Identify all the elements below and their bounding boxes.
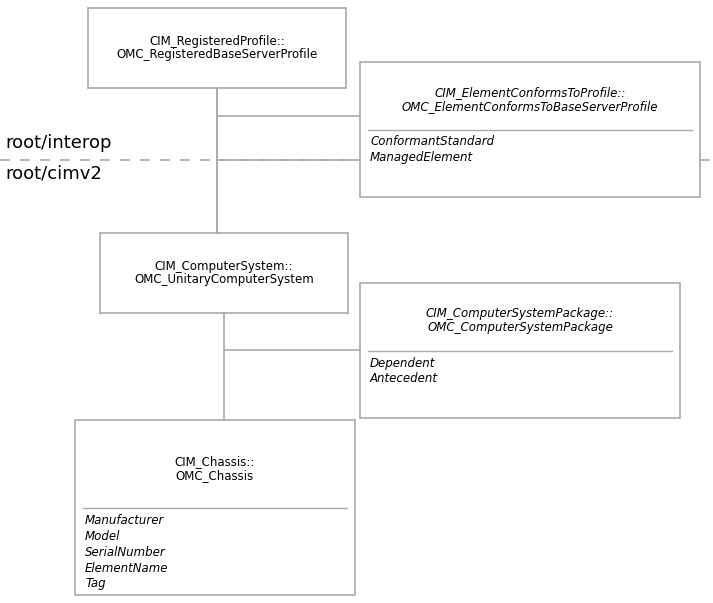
Text: ConformantStandard: ConformantStandard	[370, 136, 494, 148]
Text: Dependent: Dependent	[370, 356, 436, 370]
Text: OMC_ElementConformsToBaseServerProfile: OMC_ElementConformsToBaseServerProfile	[401, 100, 658, 113]
Text: CIM_ComputerSystemPackage::: CIM_ComputerSystemPackage::	[426, 308, 614, 320]
Text: CIM_RegisteredProfile::: CIM_RegisteredProfile::	[149, 35, 285, 48]
Text: ElementName: ElementName	[85, 561, 168, 575]
Text: OMC_ComputerSystemPackage: OMC_ComputerSystemPackage	[427, 321, 613, 334]
Text: CIM_ComputerSystem::: CIM_ComputerSystem::	[155, 260, 293, 273]
Text: CIM_Chassis::: CIM_Chassis::	[175, 455, 255, 469]
Text: Antecedent: Antecedent	[370, 373, 438, 385]
Text: ManagedElement: ManagedElement	[370, 151, 473, 165]
Bar	[360, 62, 700, 197]
Text: OMC_Chassis: OMC_Chassis	[176, 470, 254, 482]
Bar	[360, 283, 680, 418]
Text: OMC_RegisteredBaseServerProfile: OMC_RegisteredBaseServerProfile	[116, 48, 317, 61]
Text: OMC_UnitaryComputerSystem: OMC_UnitaryComputerSystem	[134, 273, 314, 286]
Text: Tag: Tag	[85, 578, 106, 590]
Bar	[88, 8, 346, 88]
Text: SerialNumber: SerialNumber	[85, 546, 165, 558]
Text: root/interop: root/interop	[5, 134, 111, 152]
Bar	[100, 233, 348, 313]
Bar	[75, 420, 355, 595]
Text: Manufacturer: Manufacturer	[85, 514, 165, 526]
Text: CIM_ElementConformsToProfile::: CIM_ElementConformsToProfile::	[434, 86, 626, 99]
Text: root/cimv2: root/cimv2	[5, 164, 102, 182]
Text: Model: Model	[85, 529, 120, 543]
